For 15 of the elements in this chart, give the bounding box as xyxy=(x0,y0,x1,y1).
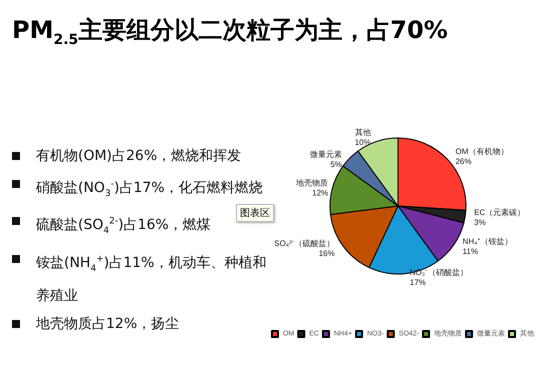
text: 图表区 xyxy=(236,204,274,222)
data-label: SO₄²⁻（硫酸盐） 16% xyxy=(274,238,335,258)
data-label: 地壳物质 12% xyxy=(295,178,328,198)
text: 地壳物质占12%，扬尘 xyxy=(36,316,180,332)
data-label: 微量元素 5% xyxy=(310,150,342,170)
data-label: EC（元素碳） 3% xyxy=(474,208,526,227)
text: 铵盐(NH$_{4}$$^{+}$)占11%，机动车、种植和养殖业 xyxy=(36,254,266,304)
data-label: NO₃⁻（硝酸盐） 17% xyxy=(410,268,468,288)
text: 有机物(OM)占26%，燃烧和挥发 xyxy=(36,148,242,164)
data-label: OM（有机物） 26% xyxy=(455,147,508,166)
data-label: NH₄⁺（铵盐） 11% xyxy=(462,236,512,256)
data-label: 其他 10% xyxy=(354,128,371,148)
text: 硝酸盐(NO$_{3}$$^{-}$)占17%，化石燃料燃烧 xyxy=(36,179,263,198)
chart-title: PM$_{2.5}$主要组分以二次粒子为主，占70% xyxy=(12,15,448,48)
text: 硫酸盐(SO$_{4}$$^{2-}$)占16%，燃煤 xyxy=(36,216,211,236)
